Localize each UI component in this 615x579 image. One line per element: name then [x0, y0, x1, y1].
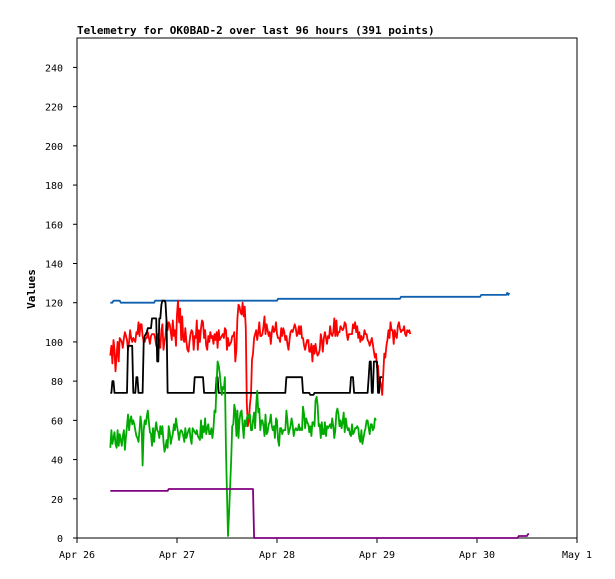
plot-frame — [76, 37, 578, 539]
y-tick-label: 80 — [51, 377, 63, 388]
y-axis-label: Values — [25, 269, 38, 309]
y-tick-label: 120 — [45, 299, 63, 310]
x-tick-label: Apr 30 — [459, 550, 495, 561]
y-tick-label: 40 — [51, 456, 63, 467]
series-lines — [109, 291, 530, 539]
y-tick-label: 160 — [45, 220, 63, 231]
x-tick-label: Apr 28 — [259, 550, 295, 561]
y-tick-label: 100 — [45, 338, 63, 349]
y-tick-label: 20 — [51, 495, 63, 506]
series-line-5 — [110, 488, 530, 539]
y-tick-label: 180 — [45, 181, 63, 192]
y-tick-label: 220 — [45, 103, 63, 114]
x-tick-label: Apr 27 — [159, 550, 195, 561]
y-tick-label: 60 — [51, 416, 63, 427]
series-line-1 — [110, 291, 511, 304]
x-tick-label: Apr 26 — [59, 550, 95, 561]
y-tick-label: 140 — [45, 259, 63, 270]
series-line-3 — [110, 299, 383, 396]
y-tick-label: 240 — [45, 63, 63, 74]
series-line-4 — [109, 360, 377, 537]
y-tick-label: 0 — [57, 534, 63, 545]
series-line-2 — [109, 299, 412, 428]
y-tick-label: 200 — [45, 142, 63, 153]
y-axis-ticks: 0 20 40 60 80 100 120 140 160 180 200 220 240 — [45, 63, 77, 545]
x-tick-label: Apr 29 — [359, 550, 395, 561]
x-axis-ticks: Apr 26 Apr 27 Apr 28 Apr 29 Apr 30 May 1 — [59, 538, 592, 561]
x-tick-label: May 1 — [562, 550, 592, 561]
chart-title: Telemetry for OK0BAD-2 over last 96 hour… — [77, 24, 435, 37]
